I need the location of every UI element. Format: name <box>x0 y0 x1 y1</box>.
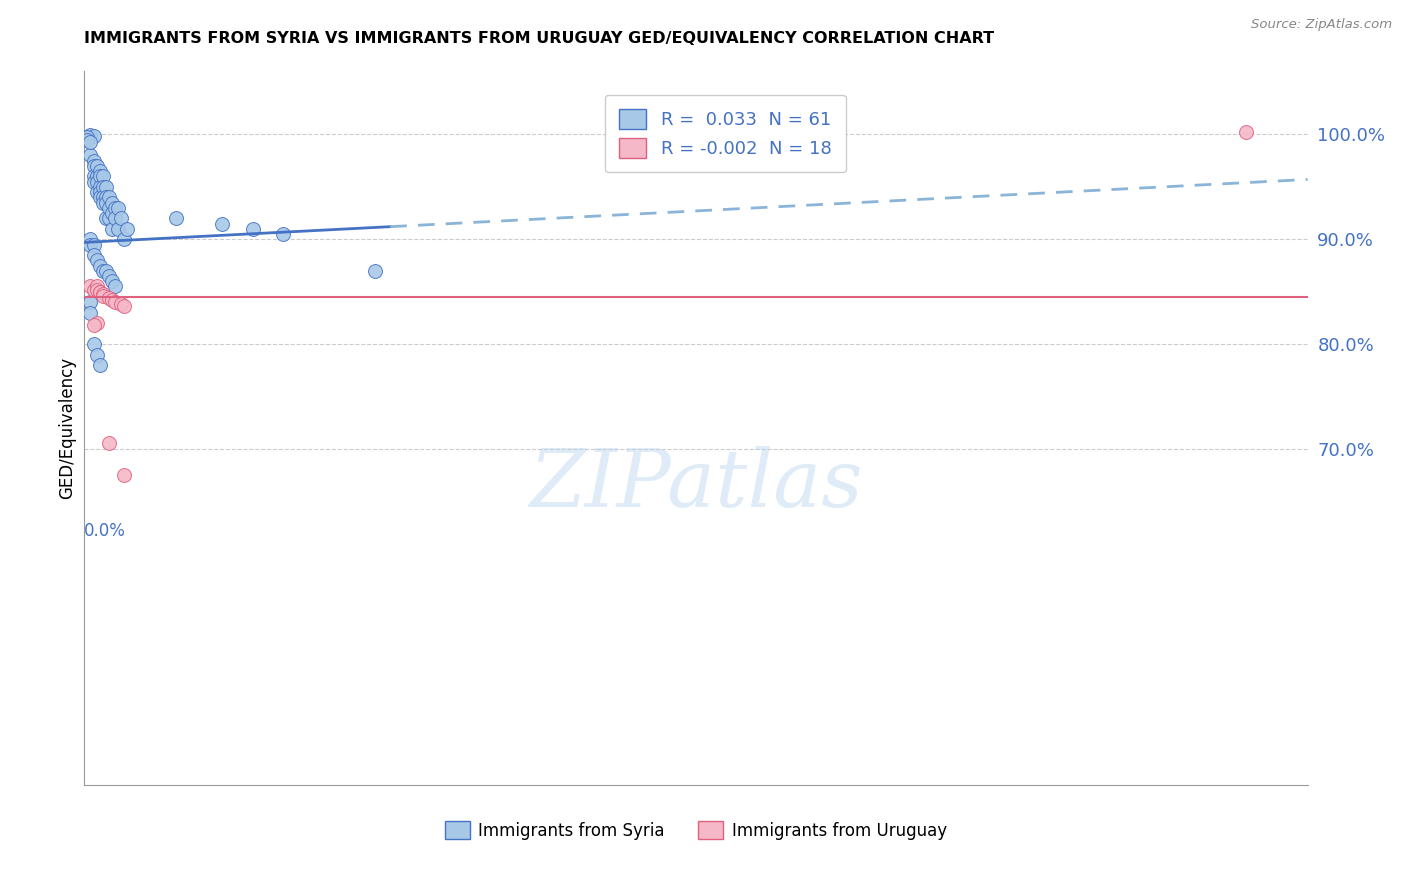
Point <box>83 318 105 333</box>
Point <box>364 264 387 278</box>
Point <box>89 164 111 178</box>
Point <box>91 289 114 303</box>
Point <box>89 285 111 299</box>
Point <box>1236 125 1258 139</box>
Point <box>97 201 120 215</box>
Point <box>89 358 111 372</box>
Point <box>112 232 135 246</box>
Point <box>104 211 127 226</box>
Point <box>107 221 129 235</box>
Point <box>91 179 114 194</box>
Point <box>76 132 98 146</box>
Point <box>86 185 108 199</box>
Y-axis label: GED/Equivalency: GED/Equivalency <box>58 357 76 500</box>
Point <box>86 159 108 173</box>
Point <box>83 153 105 168</box>
Point <box>79 295 101 310</box>
Point <box>91 190 114 204</box>
Point <box>97 190 120 204</box>
Point <box>79 135 101 149</box>
Text: Source: ZipAtlas.com: Source: ZipAtlas.com <box>1251 18 1392 31</box>
Point <box>83 175 105 189</box>
Point <box>104 295 127 310</box>
Point <box>97 435 120 450</box>
Point <box>107 201 129 215</box>
Point <box>89 285 111 299</box>
Text: IMMIGRANTS FROM SYRIA VS IMMIGRANTS FROM URUGUAY GED/EQUIVALENCY CORRELATION CHA: IMMIGRANTS FROM SYRIA VS IMMIGRANTS FROM… <box>84 31 994 46</box>
Point <box>79 128 101 143</box>
Point <box>112 300 135 314</box>
Point <box>110 297 132 311</box>
Point <box>104 201 127 215</box>
Point <box>112 468 135 483</box>
Point <box>83 283 105 297</box>
Point <box>110 211 132 226</box>
Point <box>101 221 124 235</box>
Text: ZIPatlas: ZIPatlas <box>529 447 863 524</box>
Point <box>91 264 114 278</box>
Point <box>97 291 120 305</box>
Point <box>91 195 114 210</box>
Point <box>79 306 101 320</box>
Point <box>89 190 111 204</box>
Point <box>101 195 124 210</box>
Point <box>242 221 264 235</box>
Point <box>86 175 108 189</box>
Point <box>83 337 105 351</box>
Point <box>89 259 111 273</box>
Point <box>89 179 111 194</box>
Point <box>101 274 124 288</box>
Point <box>83 237 105 252</box>
Point <box>94 264 117 278</box>
Point <box>83 159 105 173</box>
Point <box>79 237 101 252</box>
Point <box>94 179 117 194</box>
Point <box>94 211 117 226</box>
Point <box>86 279 108 293</box>
Point <box>79 279 101 293</box>
Point <box>86 253 108 268</box>
Point <box>115 221 138 235</box>
Point <box>101 206 124 220</box>
Point <box>76 130 98 145</box>
Point <box>165 211 187 226</box>
Point <box>83 248 105 262</box>
Point <box>83 169 105 184</box>
Point <box>97 268 120 283</box>
Point <box>94 190 117 204</box>
Point <box>91 286 114 301</box>
Point <box>89 185 111 199</box>
Point <box>211 217 233 231</box>
Point <box>86 316 108 330</box>
Point <box>79 232 101 246</box>
Point <box>104 279 127 293</box>
Point <box>86 283 108 297</box>
Point <box>89 169 111 184</box>
Text: 0.0%: 0.0% <box>84 523 127 541</box>
Point <box>271 227 294 241</box>
Point <box>83 129 105 144</box>
Legend: R =  0.033  N = 61, R = -0.002  N = 18: R = 0.033 N = 61, R = -0.002 N = 18 <box>605 95 846 172</box>
Point <box>94 195 117 210</box>
Point <box>101 293 124 307</box>
Point <box>97 211 120 226</box>
Point <box>86 348 108 362</box>
Point <box>91 169 114 184</box>
Point <box>86 169 108 184</box>
Point <box>79 148 101 162</box>
